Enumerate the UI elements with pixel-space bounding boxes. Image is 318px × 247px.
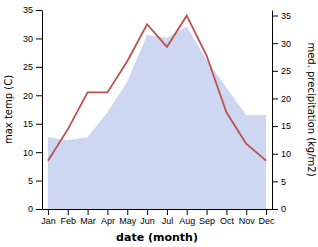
tick-label: 20 bbox=[23, 91, 33, 101]
tick: 15 bbox=[23, 119, 42, 129]
tick: Jun bbox=[140, 209, 155, 226]
tick: 0 bbox=[28, 204, 42, 214]
tick-mark bbox=[36, 38, 42, 39]
tick-label: 0 bbox=[28, 204, 33, 214]
tick-label: 20 bbox=[281, 94, 291, 104]
tick-label: Oct bbox=[220, 216, 235, 226]
tick-label: May bbox=[119, 216, 137, 226]
tick-label: 10 bbox=[23, 148, 33, 158]
tick-mark bbox=[266, 209, 267, 215]
tick-label: 0 bbox=[281, 204, 286, 214]
tick-mark bbox=[272, 71, 278, 72]
tick-mark bbox=[272, 154, 278, 155]
chart: Jan FebMar Apr MayJun Jul Aug Sep Oct NovDec 0 5 10… bbox=[0, 0, 318, 247]
y-axis-title: max temp (C) bbox=[3, 75, 14, 144]
tick-mark bbox=[207, 209, 208, 215]
tick-label: Mar bbox=[80, 216, 96, 226]
tick-label: Nov bbox=[239, 216, 256, 226]
tick-label: 15 bbox=[281, 121, 291, 131]
tick-mark bbox=[36, 67, 42, 68]
tick-mark bbox=[272, 16, 278, 17]
tick-mark bbox=[36, 10, 42, 11]
tick-label: 30 bbox=[281, 39, 291, 49]
line bbox=[48, 16, 266, 161]
tick-label: Jan bbox=[41, 216, 56, 226]
tick-mark bbox=[36, 152, 42, 153]
tick-mark bbox=[147, 209, 148, 215]
tick: 30 bbox=[23, 34, 42, 44]
axis-line bbox=[42, 11, 43, 210]
tick: 25 bbox=[272, 66, 291, 76]
tick-mark bbox=[36, 95, 42, 96]
tick: 5 bbox=[28, 176, 42, 186]
tick-mark bbox=[272, 43, 278, 44]
tick-mark bbox=[88, 209, 89, 215]
x-axis: Jan FebMar Apr MayJun Jul Aug Sep Oct NovDec bbox=[41, 209, 275, 226]
tick-label: 25 bbox=[23, 62, 33, 72]
tick-label: 15 bbox=[23, 119, 33, 129]
tick-label: 35 bbox=[23, 5, 33, 15]
tick-mark bbox=[68, 209, 69, 215]
axis-line bbox=[272, 11, 273, 210]
tick-mark bbox=[187, 209, 188, 215]
tick: Jul bbox=[162, 209, 174, 226]
tick: 20 bbox=[272, 94, 291, 104]
tick: 35 bbox=[23, 5, 42, 15]
tick-label: 30 bbox=[23, 34, 33, 44]
y-axis: 0 5 10 15 20 25 30 35 bbox=[23, 5, 43, 214]
tick-mark bbox=[167, 209, 168, 215]
tick-label: 35 bbox=[281, 11, 291, 21]
tick-label: Apr bbox=[101, 216, 115, 226]
y2-axis: 0 5 10 15 20 25 30 35 bbox=[272, 11, 291, 215]
tick-mark bbox=[36, 209, 42, 210]
tick-mark bbox=[127, 209, 128, 215]
tick-mark bbox=[226, 209, 227, 215]
tick: 10 bbox=[23, 148, 42, 158]
tick-mark bbox=[36, 124, 42, 125]
area bbox=[48, 27, 266, 209]
tick: Jan bbox=[41, 209, 56, 226]
tick: 5 bbox=[272, 177, 286, 187]
tick-label: Feb bbox=[61, 216, 77, 226]
tick: Mar bbox=[80, 209, 96, 226]
tick-mark bbox=[48, 209, 49, 215]
tick-mark bbox=[36, 181, 42, 182]
tick-mark bbox=[107, 209, 108, 215]
marks bbox=[48, 16, 266, 209]
tick-label: 5 bbox=[281, 177, 286, 187]
tick: May bbox=[119, 209, 137, 226]
tick: Nov bbox=[239, 209, 256, 226]
tick: 25 bbox=[23, 62, 42, 72]
tick-label: Dec bbox=[259, 216, 276, 226]
tick-mark bbox=[272, 181, 278, 182]
tick: Feb bbox=[61, 209, 77, 226]
tick: Apr bbox=[101, 209, 115, 226]
tick: 20 bbox=[23, 91, 42, 101]
x-axis-title: date (month) bbox=[116, 231, 198, 244]
y2-axis-title: med. precipitation (kg/m2) bbox=[306, 42, 317, 176]
tick: 0 bbox=[272, 204, 286, 214]
tick: Dec bbox=[259, 209, 276, 226]
tick: 15 bbox=[272, 121, 291, 131]
axis-line bbox=[43, 209, 273, 210]
tick-label: Aug bbox=[179, 216, 195, 226]
plot-area: Jan FebMar Apr MayJun Jul Aug Sep Oct NovDec 0 5 10… bbox=[3, 5, 317, 244]
tick: Aug bbox=[179, 209, 195, 226]
tick-label: 5 bbox=[28, 176, 33, 186]
tick-mark bbox=[272, 98, 278, 99]
tick: 30 bbox=[272, 39, 291, 49]
tick-label: Jul bbox=[162, 216, 174, 226]
tick-mark bbox=[272, 126, 278, 127]
tick-mark bbox=[272, 209, 278, 210]
tick: Oct bbox=[220, 209, 235, 226]
tick: Sep bbox=[199, 209, 215, 226]
tick-label: 10 bbox=[281, 149, 291, 159]
tick-label: 25 bbox=[281, 66, 291, 76]
tick: 10 bbox=[272, 149, 291, 159]
tick: 35 bbox=[272, 11, 291, 21]
tick-label: Sep bbox=[199, 216, 215, 226]
tick-label: Jun bbox=[140, 216, 155, 226]
tick-mark bbox=[246, 209, 247, 215]
